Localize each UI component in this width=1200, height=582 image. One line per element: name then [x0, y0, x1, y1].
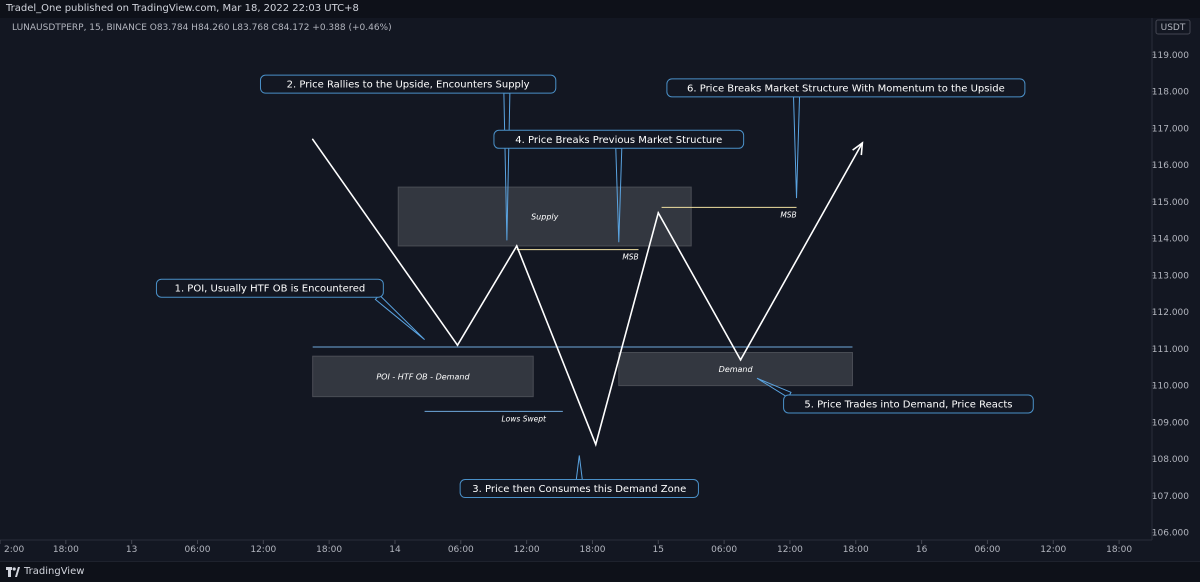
price-path-vertex — [456, 344, 459, 346]
level-label: MSB — [780, 210, 796, 219]
price-axis-panel — [1152, 18, 1200, 561]
time-axis-tick-label: 13 — [126, 545, 137, 555]
callout-box — [259, 74, 557, 94]
price-path-vertex — [861, 142, 864, 144]
callout-text: 6. Price Breaks Market Structure With Mo… — [687, 83, 1005, 94]
time-axis-tick-label: 12:00 — [250, 545, 276, 555]
symbol-legend: LUNAUSDTPERP, 15, BINANCE O83.784 H84.26… — [12, 23, 392, 33]
tradingview-logo-icon — [6, 567, 20, 577]
tradingview-brand: TradingView — [24, 566, 85, 577]
time-axis-tick-label: 12:00 — [777, 545, 803, 555]
callout-box — [666, 78, 1026, 98]
zone-box — [618, 352, 853, 387]
price-axis-tick-label: 109.000 — [1152, 418, 1189, 428]
price-axis-tick-label: 113.000 — [1152, 271, 1189, 281]
time-axis-tick-label: 12:00 — [1040, 545, 1066, 555]
publisher-info: Tradel_One published on TradingView.com,… — [6, 3, 359, 14]
level-label: Lows Swept — [502, 414, 547, 423]
currency-badge[interactable] — [1155, 19, 1191, 35]
price-axis-tick-label: 117.000 — [1152, 124, 1189, 134]
price-axis-tick-label: 110.000 — [1152, 382, 1189, 392]
price-path-vertex — [515, 245, 518, 247]
price-path-vertex — [594, 443, 597, 446]
time-axis-tick-label: 18:00 — [316, 545, 342, 555]
time-axis-tick-label: 15 — [653, 545, 664, 555]
callout-text: 5. Price Trades into Demand, Price React… — [804, 399, 1012, 410]
price-axis-tick-label: 115.000 — [1152, 198, 1189, 208]
zone-label: Demand — [719, 365, 754, 374]
price-axis-tick-label: 112.000 — [1152, 308, 1189, 318]
level-label: MSB — [622, 253, 638, 262]
zone-label: Supply — [531, 213, 559, 222]
callout-text: 1. POI, Usually HTF OB is Encountered — [175, 284, 366, 295]
callout-box — [783, 394, 1034, 414]
callout-text: 4. Price Breaks Previous Market Structur… — [515, 135, 722, 146]
price-axis-tick-label: 108.000 — [1152, 455, 1189, 465]
time-axis-tick-label: 18:00 — [1106, 545, 1132, 555]
price-axis-tick-label: 118.000 — [1152, 88, 1189, 98]
time-axis-tick-label: 16 — [916, 545, 928, 555]
publisher-bar: Tradel_One published on TradingView.com,… — [0, 0, 1200, 19]
zone-box — [312, 355, 534, 398]
callout-box — [459, 479, 699, 499]
currency-label: USDT — [1161, 23, 1186, 33]
time-axis-tick-label: 18:00 — [53, 545, 79, 555]
callout-text: 3. Price then Consumes this Demand Zone — [472, 484, 686, 495]
price-axis-tick-label: 107.000 — [1152, 492, 1189, 502]
time-axis-tick-label: 18:00 — [579, 545, 605, 555]
price-axis-tick-label: 119.000 — [1152, 51, 1189, 61]
time-axis-tick-label: 06:00 — [185, 545, 211, 555]
time-axis-tick-label: 06:00 — [974, 545, 1000, 555]
zone-box — [397, 186, 692, 247]
time-axis-tick-label: 06:00 — [448, 545, 474, 555]
footer-bar: TradingView — [0, 561, 1200, 582]
price-axis-tick-label: 106.000 — [1152, 529, 1189, 539]
price-path-vertex — [657, 212, 660, 214]
price-axis-tick-label: 111.000 — [1152, 345, 1189, 355]
time-axis-tick-label: 06:00 — [711, 545, 737, 555]
price-axis-tick-label: 116.000 — [1152, 161, 1189, 171]
price-chart[interactable]: Supply POI - HTF OB - Demand Demand MSB MSB… — [0, 18, 1200, 561]
callout-box — [493, 129, 745, 149]
callout-text: 2. Price Rallies to the Upside, Encounte… — [287, 80, 530, 91]
time-axis-tick-label: 14 — [389, 545, 401, 555]
price-path-vertex — [739, 359, 742, 361]
zone-label: POI - HTF OB - Demand — [376, 372, 470, 381]
callout-box — [155, 278, 384, 298]
time-axis-tick-label: 18:00 — [843, 545, 869, 555]
price-axis-tick-label: 114.000 — [1152, 235, 1189, 245]
time-axis-tick-label: 12:00 — [514, 545, 540, 555]
time-axis-tick-label: 2:00 — [4, 545, 24, 555]
price-path-vertex — [311, 138, 314, 141]
